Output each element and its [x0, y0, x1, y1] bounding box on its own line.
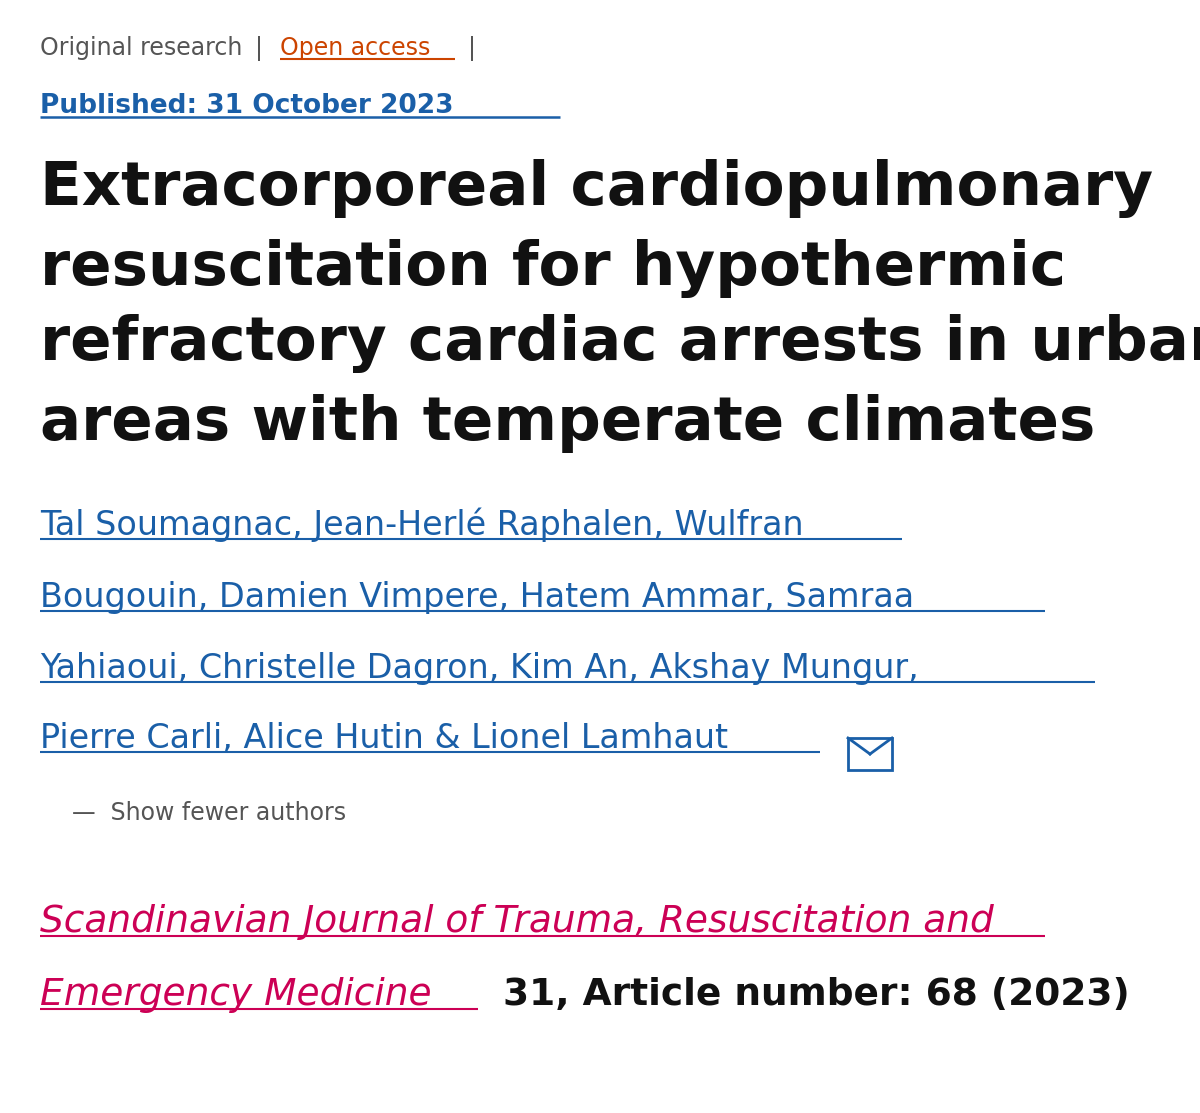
- Text: Bougouin, Damien Vimpere, Hatem Ammar, Samraa: Bougouin, Damien Vimpere, Hatem Ammar, S…: [40, 581, 914, 614]
- Text: 31, Article number: 68 (2023): 31, Article number: 68 (2023): [490, 977, 1129, 1013]
- Text: |: |: [468, 36, 476, 61]
- Text: resuscitation for hypothermic: resuscitation for hypothermic: [40, 239, 1066, 298]
- Text: Original research: Original research: [40, 36, 242, 60]
- Text: Open access: Open access: [280, 36, 431, 60]
- Text: Extracorporeal cardiopulmonary: Extracorporeal cardiopulmonary: [40, 159, 1153, 218]
- Text: areas with temperate climates: areas with temperate climates: [40, 394, 1096, 453]
- Text: |: |: [256, 36, 263, 61]
- Text: —  Show fewer authors: — Show fewer authors: [72, 801, 346, 825]
- Text: Pierre Carli, Alice Hutin & Lionel Lamhaut: Pierre Carli, Alice Hutin & Lionel Lamha…: [40, 722, 728, 755]
- Text: Emergency Medicine: Emergency Medicine: [40, 977, 432, 1013]
- Text: refractory cardiac arrests in urban: refractory cardiac arrests in urban: [40, 314, 1200, 373]
- Text: Scandinavian Journal of Trauma, Resuscitation and: Scandinavian Journal of Trauma, Resuscit…: [40, 904, 994, 940]
- Text: Yahiaoui, Christelle Dagron, Kim An, Akshay Mungur,: Yahiaoui, Christelle Dagron, Kim An, Aks…: [40, 652, 919, 684]
- Text: Published: 31 October 2023: Published: 31 October 2023: [40, 93, 454, 119]
- Text: Tal Soumagnac, Jean-Herlé Raphalen, Wulfran: Tal Soumagnac, Jean-Herlé Raphalen, Wulf…: [40, 508, 804, 542]
